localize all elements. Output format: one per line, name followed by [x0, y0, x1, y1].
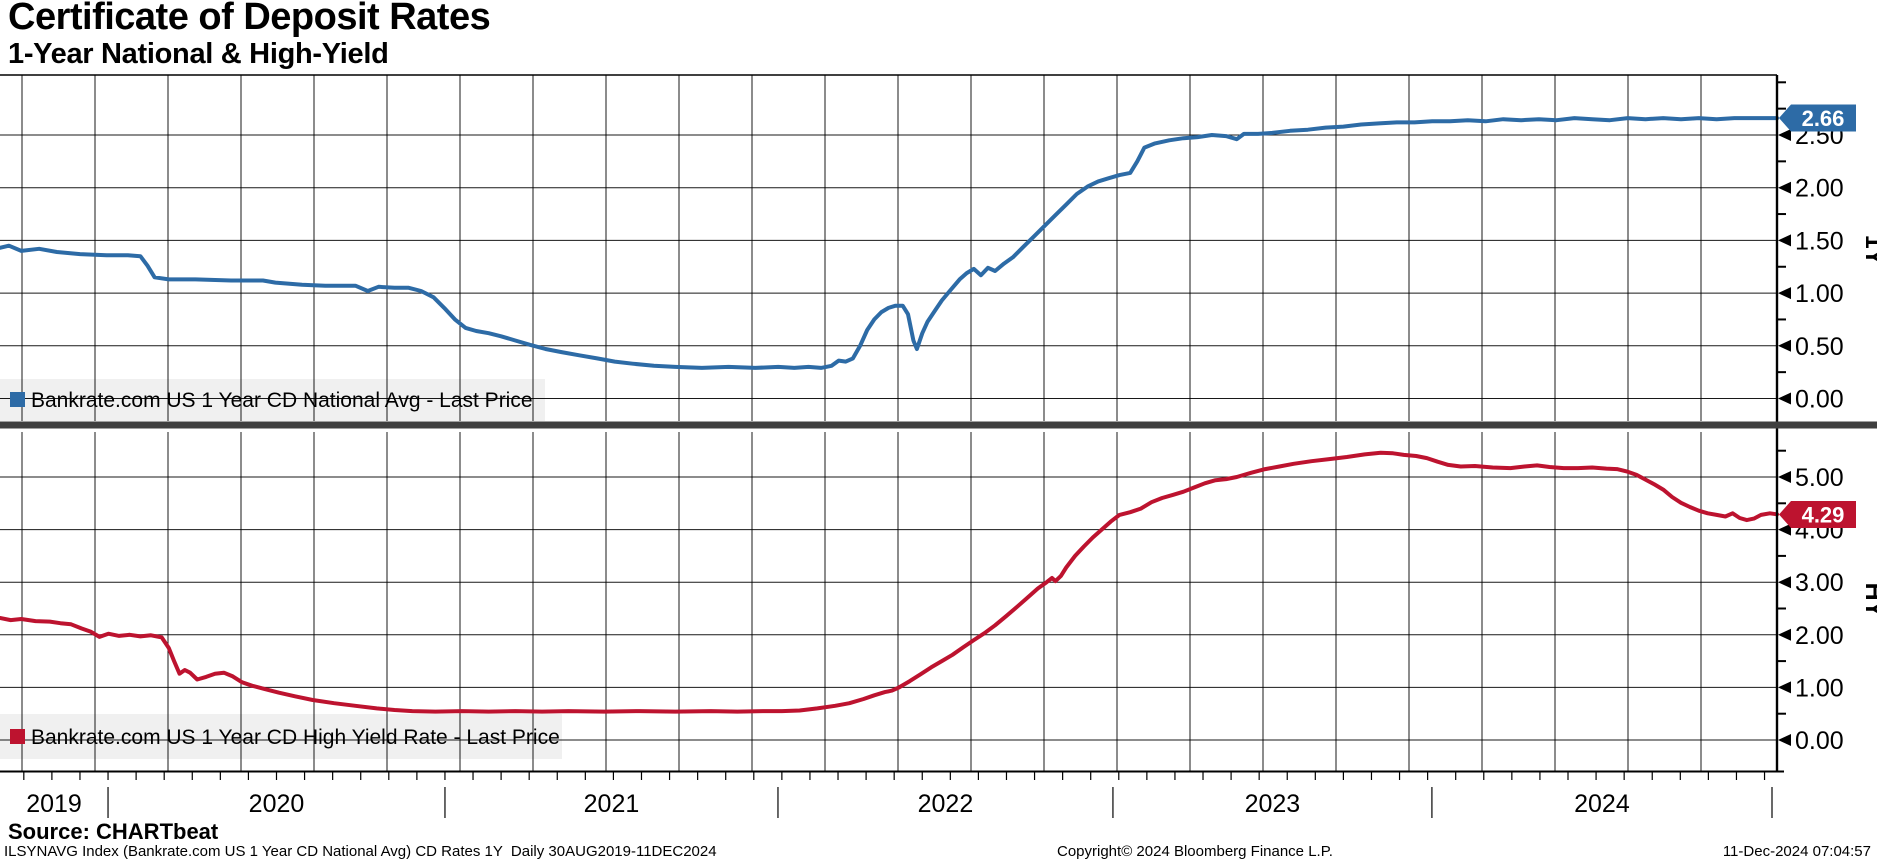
axis-title-hy: HY [1860, 583, 1877, 618]
y-tick-arrow [1778, 681, 1791, 694]
x-year-label: 2024 [1574, 790, 1630, 818]
legend-swatch-national [10, 392, 25, 407]
price-line-high_yield [0, 450, 1779, 714]
y-tick-label: 0.50 [1795, 333, 1844, 361]
panel-divider [0, 421, 1877, 429]
y-tick-label: 2.00 [1795, 175, 1844, 203]
last-price-value-hy: 4.29 [1802, 503, 1845, 528]
legend-high-yield: Bankrate.com US 1 Year CD High Yield Rat… [10, 726, 560, 749]
legend-national: Bankrate.com US 1 Year CD National Avg -… [10, 389, 533, 412]
y-tick-label: 1.50 [1795, 227, 1844, 255]
page-title: Certificate of Deposit Rates [8, 0, 491, 38]
y-tick-label: 0.00 [1795, 727, 1844, 755]
last-price-value-1y: 2.66 [1802, 106, 1845, 131]
legend-swatch-high-yield [10, 729, 25, 744]
legend-label-national: Bankrate.com US 1 Year CD National Avg -… [31, 389, 533, 412]
legend-label-high-yield: Bankrate.com US 1 Year CD High Yield Rat… [31, 726, 560, 749]
page-subtitle: 1-Year National & High-Yield [8, 38, 389, 70]
y-tick-arrow [1778, 471, 1791, 483]
series-lines [0, 116, 1779, 714]
price-line-national [0, 116, 1779, 370]
x-year-label: 2023 [1245, 790, 1301, 818]
y-tick-arrow [1778, 576, 1791, 589]
source-line: Source: CHARTbeat [8, 819, 219, 844]
y-tick-label: 1.00 [1795, 674, 1844, 702]
y-tick-arrow [1778, 734, 1791, 746]
y-tick-arrow [1778, 392, 1791, 405]
y-tick-label: 5.00 [1795, 464, 1844, 492]
y-tick-arrow [1778, 234, 1791, 247]
y-tick-arrow [1778, 523, 1791, 536]
y-tick-arrow [1778, 181, 1791, 194]
y-tick-label: 2.00 [1795, 622, 1844, 650]
y-tick-label: 0.00 [1795, 386, 1844, 414]
footer-copyright: Copyright© 2024 Bloomberg Finance L.P. [1057, 843, 1333, 859]
x-year-label: 2019 [26, 790, 82, 818]
footer-index-info: ILSYNAVG Index (Bankrate.com US 1 Year C… [4, 843, 717, 859]
last-price-flag-hy: 4.29 [1779, 501, 1856, 528]
legend-band-high-yield [0, 714, 562, 759]
axes: 0.000.501.001.502.002.500.001.002.003.00… [0, 74, 1844, 818]
legend-band-national [0, 379, 545, 421]
gridlines [0, 75, 1777, 771]
y-tick-arrow [1778, 129, 1791, 141]
footer-timestamp: 11-Dec-2024 07:04:57 [1722, 843, 1871, 859]
y-tick-arrow [1778, 628, 1791, 641]
x-year-label: 2022 [918, 790, 974, 818]
axis-title-1y: 1Y [1860, 235, 1877, 266]
x-year-label: 2020 [249, 790, 305, 818]
y-tick-arrow [1778, 287, 1791, 300]
y-tick-label: 3.00 [1795, 569, 1844, 597]
x-year-label: 2021 [584, 790, 640, 818]
y-tick-arrow [1778, 339, 1791, 352]
y-tick-label: 1.00 [1795, 280, 1844, 308]
last-price-flag-1y: 2.66 [1779, 104, 1856, 132]
